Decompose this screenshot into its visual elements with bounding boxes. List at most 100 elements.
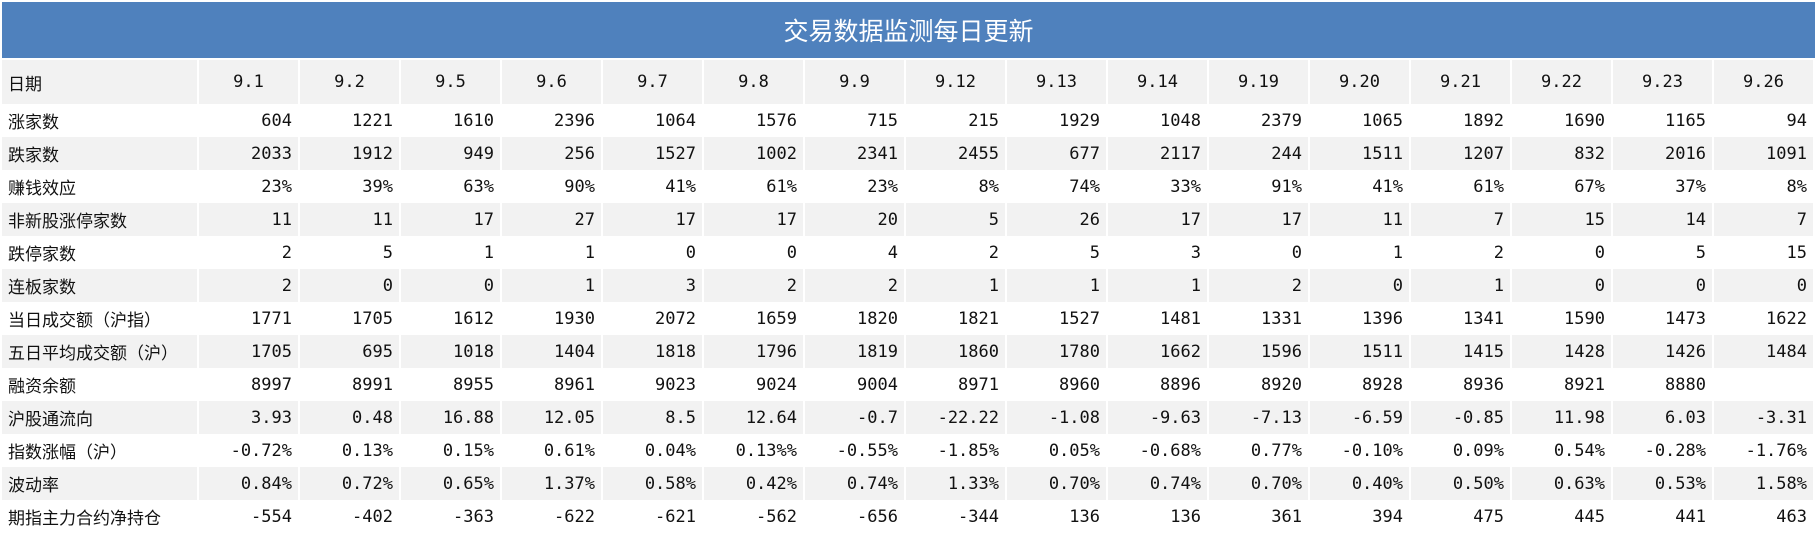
value-cell: 0 <box>1511 236 1613 269</box>
value-cell: -0.7 <box>804 401 906 434</box>
value-cell: -1.76% <box>1713 434 1815 467</box>
value-cell: 2 <box>905 236 1007 269</box>
value-cell: 2072 <box>602 302 704 335</box>
value-cell: 0.77% <box>1208 434 1310 467</box>
table-row: 赚钱效应 23% 39% 63% 90% 41% 61% 23% 8% 74% 33% 91% 41% 6… <box>2 170 1815 203</box>
table-row: 波动率 0.84% 0.72% 0.65% 1.37% 0.58% 0.42% 0.74% 1.… <box>2 467 1815 500</box>
value-cell: 715 <box>804 104 906 137</box>
value-cell: 604 <box>198 104 300 137</box>
value-cell: 0.70% <box>1006 467 1108 500</box>
date-header-cell: 9.19 <box>1208 60 1310 104</box>
value-cell: -1.85% <box>905 434 1007 467</box>
value-cell: 3 <box>1107 236 1209 269</box>
value-cell: 14 <box>1612 203 1714 236</box>
value-cell: 1596 <box>1208 335 1310 368</box>
value-cell: -22.22 <box>905 401 1007 434</box>
value-cell: 0.53% <box>1612 467 1714 500</box>
value-cell: -344 <box>905 500 1007 533</box>
value-cell: 441 <box>1612 500 1714 533</box>
value-cell: 0 <box>1612 269 1714 302</box>
value-cell: 15 <box>1713 236 1815 269</box>
value-cell: 136 <box>1107 500 1209 533</box>
value-cell: 16.88 <box>400 401 502 434</box>
row-label-cell: 跌停家数 <box>2 236 199 269</box>
value-cell: 1018 <box>400 335 502 368</box>
row-label-cell: 跌家数 <box>2 137 199 170</box>
value-cell: 8961 <box>501 368 603 401</box>
value-cell: 0 <box>1208 236 1310 269</box>
value-cell: 1705 <box>198 335 300 368</box>
value-cell: 1 <box>501 236 603 269</box>
value-cell: 2 <box>198 236 300 269</box>
value-cell: 1165 <box>1612 104 1714 137</box>
value-cell: 0 <box>703 236 805 269</box>
value-cell: 0.74% <box>804 467 906 500</box>
value-cell: 12.64 <box>703 401 805 434</box>
value-cell: 1396 <box>1309 302 1411 335</box>
value-cell: -1.08 <box>1006 401 1108 434</box>
value-cell: 4 <box>804 236 906 269</box>
value-cell: 0.58% <box>602 467 704 500</box>
table-row: 指数涨幅（沪） -0.72% 0.13% 0.15% 0.61% 0.04% 0.13%% -… <box>2 434 1815 467</box>
value-cell: 17 <box>400 203 502 236</box>
value-cell: 0.54% <box>1511 434 1613 467</box>
value-cell: 1527 <box>1006 302 1108 335</box>
value-cell: -622 <box>501 500 603 533</box>
value-cell: 0.63% <box>1511 467 1613 500</box>
value-cell: 2 <box>804 269 906 302</box>
value-cell: 2 <box>1410 236 1512 269</box>
data-table: 日期 9.1 9.2 9.5 9.6 9.7 9.8 9.9 9.12 9.13 9.14 9.19 9… <box>2 60 1815 533</box>
date-header-cell: 9.7 <box>602 60 704 104</box>
value-cell: -0.55% <box>804 434 906 467</box>
date-header-cell: 9.13 <box>1006 60 1108 104</box>
value-cell: 17 <box>1107 203 1209 236</box>
value-cell: 1590 <box>1511 302 1613 335</box>
value-cell: 3 <box>602 269 704 302</box>
value-cell: 17 <box>1208 203 1310 236</box>
value-cell: 20 <box>804 203 906 236</box>
value-cell: 0.05% <box>1006 434 1108 467</box>
value-cell: 0.61% <box>501 434 603 467</box>
value-cell: 832 <box>1511 137 1613 170</box>
row-label-cell: 当日成交额（沪指） <box>2 302 199 335</box>
value-cell: 0.15% <box>400 434 502 467</box>
value-cell: 256 <box>501 137 603 170</box>
table-row: 沪股通流向 3.93 0.48 16.88 12.05 8.5 12.64 -0.7 -22.2… <box>2 401 1815 434</box>
value-cell: -621 <box>602 500 704 533</box>
value-cell: 949 <box>400 137 502 170</box>
value-cell: 1705 <box>299 302 401 335</box>
value-cell: 0.40% <box>1309 467 1411 500</box>
value-cell: 1690 <box>1511 104 1613 137</box>
value-cell: -6.59 <box>1309 401 1411 434</box>
value-cell: -0.10% <box>1309 434 1411 467</box>
value-cell: -402 <box>299 500 401 533</box>
value-cell: 17 <box>703 203 805 236</box>
value-cell: 15 <box>1511 203 1613 236</box>
value-cell: 27 <box>501 203 603 236</box>
value-cell: 11 <box>198 203 300 236</box>
value-cell: -0.68% <box>1107 434 1209 467</box>
value-cell: 5 <box>1612 236 1714 269</box>
value-cell: 12.05 <box>501 401 603 434</box>
value-cell: 1771 <box>198 302 300 335</box>
value-cell: 1 <box>1006 269 1108 302</box>
value-cell: 1.37% <box>501 467 603 500</box>
value-cell: 215 <box>905 104 1007 137</box>
value-cell: 1.33% <box>905 467 1007 500</box>
value-cell: 63% <box>400 170 502 203</box>
value-cell: 8936 <box>1410 368 1512 401</box>
value-cell: 8997 <box>198 368 300 401</box>
table-row: 五日平均成交额（沪） 1705 695 1018 1404 1818 1796 1819 186… <box>2 335 1815 368</box>
value-cell: 1484 <box>1713 335 1815 368</box>
value-cell: 0.13% <box>299 434 401 467</box>
row-label-cell: 连板家数 <box>2 269 199 302</box>
value-cell: 2 <box>198 269 300 302</box>
value-cell: -363 <box>400 500 502 533</box>
value-cell: 0 <box>299 269 401 302</box>
value-cell: 11 <box>1309 203 1411 236</box>
value-cell: 1527 <box>602 137 704 170</box>
date-header-cell: 9.20 <box>1309 60 1411 104</box>
row-label-cell: 期指主力合约净持仓 <box>2 500 199 533</box>
value-cell: 8% <box>1713 170 1815 203</box>
table-row: 当日成交额（沪指） 1771 1705 1612 1930 2072 1659 1820 182… <box>2 302 1815 335</box>
